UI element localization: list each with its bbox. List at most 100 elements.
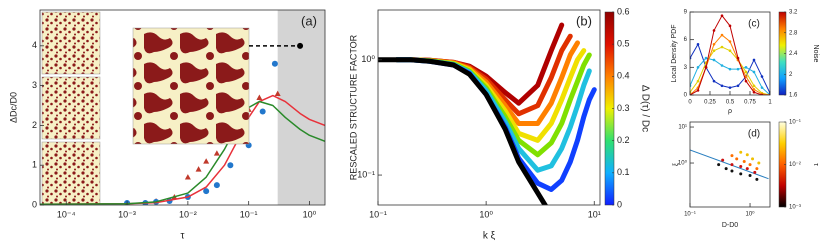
- point: [271, 60, 278, 67]
- x-tick-label: 10⁻³: [118, 209, 136, 219]
- y-tick-label: 1: [32, 160, 37, 170]
- point: [728, 40, 732, 43]
- point: [753, 170, 757, 174]
- colorbar-label: Noise: [812, 45, 819, 63]
- x-tick-label: 10⁻¹: [684, 212, 696, 218]
- triangle-point: [274, 90, 281, 96]
- point: [728, 86, 732, 89]
- x-tick-label: 10⁻⁴: [57, 209, 76, 219]
- plot-area: [40, 10, 325, 205]
- x-axis-label: D-D0: [722, 222, 738, 229]
- point: [760, 75, 764, 78]
- point: [744, 79, 748, 83]
- x-tick-label: 10⁻¹: [369, 209, 387, 219]
- colorbar-tick-label: 0.5: [617, 39, 630, 49]
- point: [736, 67, 740, 71]
- point: [720, 64, 724, 67]
- x-tick-label: 10⁻²: [179, 209, 197, 219]
- triangle-point: [195, 166, 202, 172]
- point: [730, 169, 734, 173]
- y-tick-label: 10⁰: [361, 54, 375, 64]
- point: [748, 174, 752, 178]
- panel: 10⁻¹ 10⁰ 10¹ 10⁻¹ 10⁰ k ξ RESCALED STRUCTURE F…: [348, 6, 650, 241]
- y-tick-label: 10⁻¹: [357, 169, 375, 179]
- point: [748, 163, 752, 167]
- triangle-point: [213, 150, 220, 156]
- snapshot: [41, 11, 101, 75]
- point: [739, 172, 743, 176]
- point: [739, 150, 743, 154]
- point: [735, 157, 739, 161]
- plot-area: [690, 149, 769, 181]
- point: [751, 157, 755, 161]
- y-tick-label: 4: [32, 40, 37, 50]
- point: [704, 56, 708, 60]
- point: [760, 86, 764, 89]
- colorbar-tick-label: 10⁻¹: [789, 120, 801, 126]
- snapshot: [41, 76, 101, 140]
- point: [712, 29, 716, 32]
- x-tick-label: 10⁻¹: [240, 209, 258, 219]
- point: [696, 79, 700, 83]
- plot-frame: [377, 9, 601, 206]
- point: [227, 162, 234, 169]
- point: [728, 49, 732, 53]
- colorbar-tick-label: 0.1: [617, 167, 630, 177]
- x-tick-label: 0.25: [704, 100, 716, 106]
- x-axis-label: k ξ: [483, 231, 496, 242]
- point: [755, 167, 759, 171]
- point: [704, 66, 708, 69]
- point: [744, 66, 748, 69]
- point: [203, 188, 210, 195]
- plot-area: [378, 22, 597, 205]
- point: [752, 88, 756, 91]
- point: [736, 56, 740, 60]
- y-axis-label: ξ: [673, 163, 680, 166]
- y-axis-label: Local Density PDF: [671, 25, 678, 83]
- colorbar-tick-label: 0.2: [617, 135, 630, 145]
- colorbar-tick-label: 10⁻²: [789, 162, 801, 168]
- colorbar-tick-label: 2.8: [789, 30, 798, 36]
- colorbar-tick-label: 3.2: [789, 10, 798, 16]
- y-tick-label: 9: [684, 10, 688, 16]
- x-tick-label: 10⁰: [479, 209, 493, 219]
- panel-label: (d): [748, 129, 760, 140]
- colorbar-tick-label: 0.6: [617, 6, 630, 16]
- inset-snapshot: [132, 27, 250, 145]
- y-tick-label: 3: [32, 80, 37, 90]
- point: [721, 158, 725, 162]
- point: [696, 89, 700, 92]
- colorbar-tick-label: 2.4: [789, 51, 798, 57]
- point: [717, 163, 721, 167]
- point: [752, 90, 756, 94]
- x-tick-label: 10⁰: [303, 209, 317, 219]
- point: [728, 67, 732, 71]
- point: [752, 84, 756, 88]
- point: [739, 165, 743, 169]
- series-line: [394, 22, 565, 106]
- y-axis-label: RESCALED STRUCTURE FACTOR: [348, 34, 358, 180]
- x-tick-label: 0: [688, 100, 692, 106]
- x-tick-label: 0.75: [744, 100, 756, 106]
- colorbar-tick-label: 10⁻³: [789, 205, 801, 211]
- x-tick-label: 0.5: [726, 100, 735, 106]
- x-tick-label: 1: [768, 100, 772, 106]
- y-axis-label: ΔDc/D0: [8, 92, 18, 123]
- point: [720, 84, 724, 88]
- point: [720, 14, 724, 17]
- y-tick-label: 2: [32, 120, 37, 130]
- plot-frame: [689, 121, 771, 208]
- point: [742, 160, 746, 164]
- point: [259, 108, 266, 115]
- colorbar-tick-label: 0.3: [617, 103, 630, 113]
- point: [728, 24, 732, 28]
- snapshots: [41, 11, 101, 205]
- series-line: [690, 34, 770, 95]
- point: [712, 58, 716, 62]
- shaded-region: [277, 10, 325, 205]
- y-tick-label: 6: [684, 37, 688, 43]
- triangle-point: [203, 158, 210, 164]
- point: [757, 161, 761, 165]
- x-axis-label: τ: [181, 231, 185, 242]
